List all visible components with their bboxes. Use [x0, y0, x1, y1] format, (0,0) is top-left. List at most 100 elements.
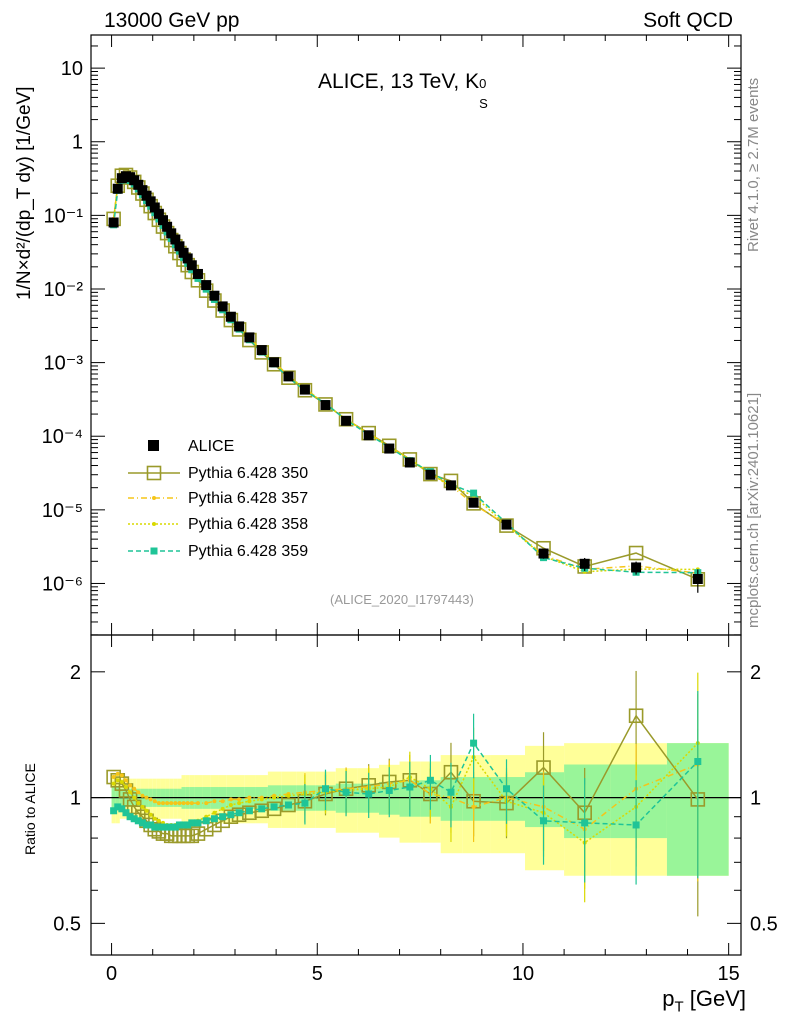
alice-data-point: [182, 253, 193, 264]
y-tick-label: 1: [72, 132, 83, 154]
ratio-series-point: [126, 813, 134, 821]
ratio-series-point: [210, 815, 218, 823]
x-axis-label: pT [GeV]: [662, 986, 746, 1016]
ratio-series-point: [155, 823, 163, 831]
main-series-point: [423, 466, 438, 482]
ratio-series-point: [385, 786, 393, 794]
alice-data-point: [137, 185, 148, 196]
legend-marker: [150, 547, 158, 555]
ratio-series-point: [195, 801, 200, 806]
y-tick-label: 10⁻¹: [44, 205, 84, 227]
ratio-series-point: [156, 818, 161, 823]
ratio-series-point: [185, 801, 190, 806]
ratio-series-point: [189, 801, 194, 806]
ratio-series-point: [540, 817, 548, 825]
ratio-y-tick-label: 1: [70, 788, 81, 810]
alice-data-point: [170, 234, 181, 245]
alice-data-point: [201, 280, 212, 291]
ratio-series-point: [632, 821, 640, 829]
ratio-series-point: [128, 783, 133, 788]
ratio-series-point: [148, 812, 153, 817]
ratio-series-point: [143, 821, 151, 829]
alice-data-point: [341, 415, 352, 426]
legend-label-359: Pythia 6.428 359: [188, 543, 309, 560]
ratio-series-point: [628, 708, 644, 724]
alice-data-point: [108, 217, 119, 228]
x-ticks: 0 5 10 15: [106, 35, 740, 985]
main-series-point: [297, 382, 313, 398]
y-tick-label: 10⁻³: [44, 353, 84, 375]
ratio-series-point: [130, 815, 138, 823]
ratio-series-point: [184, 821, 192, 829]
y-tick-label: 10: [61, 58, 83, 80]
ratio-series-point: [123, 778, 128, 783]
ratio-series-point: [169, 801, 174, 806]
ratio-series-point: [228, 803, 233, 808]
ratio-series-point: [181, 801, 186, 806]
ratio-series-point: [132, 786, 137, 791]
alice-data-point: [149, 202, 160, 213]
ratio-series-point: [167, 823, 175, 831]
ratio-series-point: [151, 823, 159, 831]
ratio-series-point: [136, 801, 141, 806]
band-green: [564, 764, 611, 839]
ratio-series-point: [281, 797, 296, 813]
alice-data-point: [145, 196, 156, 207]
ratio-series-point: [694, 758, 702, 766]
ratio-series-point: [212, 810, 217, 815]
alice-data-point: [157, 215, 168, 226]
alice-data-point: [174, 241, 185, 252]
ratio-series-point: [111, 781, 116, 786]
ratio-series-point: [447, 788, 455, 796]
header-left-label: 13000 GeV pp: [104, 9, 240, 32]
ratio-series-point: [152, 799, 157, 804]
alice-data-point: [192, 268, 203, 279]
ratio-series-point: [140, 793, 145, 798]
y-tick-label: 10⁻⁴: [42, 426, 83, 448]
alice-data-point: [283, 371, 294, 382]
legend-marker: [152, 496, 156, 500]
ratio-series-point: [301, 799, 309, 807]
ratio-series-point: [156, 801, 161, 806]
alice-data-point: [269, 357, 280, 368]
ratio-series-point: [212, 799, 217, 804]
alice-data-point: [692, 573, 703, 584]
x-tick-label: 0: [106, 963, 117, 985]
legend-label-350: Pythia 6.428 350: [188, 465, 309, 482]
ratio-y-tick-label-right: 0.5: [750, 913, 778, 935]
ratio-y-tick-label: 0.5: [53, 913, 81, 935]
ratio-series-point: [140, 804, 145, 809]
ratio-series-point: [175, 821, 183, 829]
ratio-series-point: [111, 775, 116, 780]
ratio-series-point: [202, 817, 210, 825]
alice-data-point: [538, 548, 549, 559]
ratio-y-tick-label: 2: [70, 662, 81, 684]
main-series-line: [112, 178, 698, 574]
legend-label-357: Pythia 6.428 357: [188, 490, 309, 507]
ratio-series-point: [122, 809, 130, 817]
ratio-series-point: [134, 817, 142, 825]
ratio-series-point: [115, 771, 120, 776]
alice-data-point: [141, 190, 152, 201]
rivet-version-label: Rivet 4.1.0, ≥ 2.7M events: [745, 77, 762, 252]
ratio-series-point: [266, 801, 282, 817]
y-tick-label: 10⁻⁵: [42, 500, 83, 522]
ratio-series-point: [219, 813, 227, 821]
alice-data-point: [404, 457, 415, 468]
ratio-y-tick-label-right: 1: [750, 788, 761, 810]
legend-marker-alice: [148, 440, 159, 451]
ratio-series-point: [115, 778, 120, 783]
ratio-series-point: [173, 801, 178, 806]
alice-data-point: [445, 480, 456, 491]
alice-data-point: [133, 179, 144, 190]
ratio-series-point: [119, 773, 124, 778]
alice-data-point: [153, 208, 164, 219]
legend-label-alice: ALICE: [188, 438, 235, 455]
y-ticks-main: 10 1 10⁻¹ 10⁻² 10⁻³ 10⁻⁴ 10⁻⁵ 10⁻⁶: [42, 45, 741, 636]
main-series-2: [111, 172, 700, 574]
ratio-series-point: [406, 783, 414, 791]
ratio-series-point: [194, 819, 202, 827]
ratio-series-point: [245, 807, 253, 815]
